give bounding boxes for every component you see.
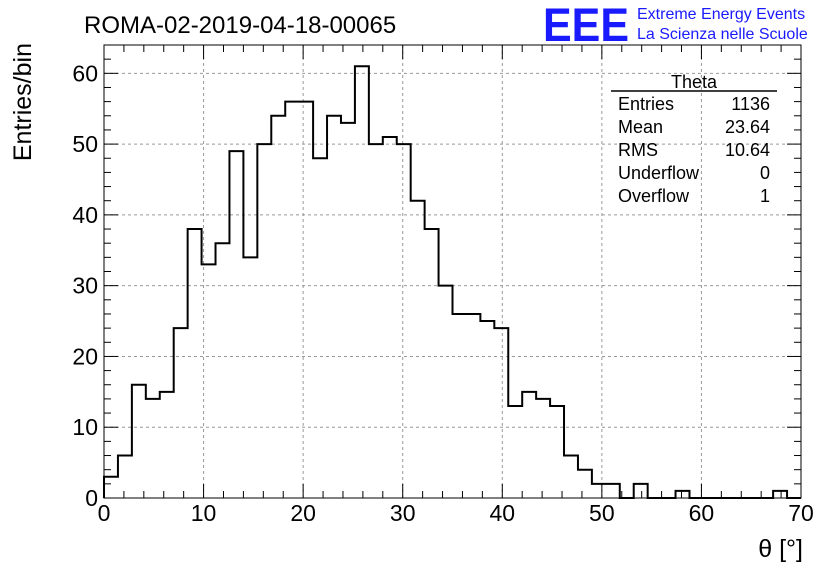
y-tick-label: 50	[72, 131, 98, 157]
y-tick-label: 20	[72, 343, 98, 369]
stats-row-value: 1136	[731, 94, 770, 114]
y-tick-label: 30	[72, 273, 98, 299]
x-tick-label: 30	[390, 500, 416, 526]
x-tick-label: 40	[489, 500, 515, 526]
grid-lines	[104, 45, 801, 498]
x-tick-label: 10	[191, 500, 217, 526]
y-tick-label: 60	[72, 60, 98, 86]
eee-logo-line2: La Scienza nelle Scuole	[637, 26, 808, 43]
x-tick-labels: 0 10 20 30 40 50 60 70	[98, 500, 814, 526]
x-tick-label: 60	[689, 500, 715, 526]
stats-box: Theta Entries 1136 Mean 23.64 RMS 10.64 Underf…	[611, 72, 777, 206]
stats-row-label: Underflow	[618, 163, 700, 183]
y-tick-label: 40	[72, 202, 98, 228]
y-tick-label: 10	[72, 414, 98, 440]
chart-title: ROMA-02-2019-04-18-00065	[84, 12, 396, 39]
stats-row-label: RMS	[618, 140, 658, 160]
x-tick-label: 0	[98, 500, 111, 526]
stats-title: Theta	[671, 72, 718, 92]
eee-logo-mark: EEE	[543, 0, 629, 51]
stats-row-value: 10.64	[725, 140, 770, 160]
axis-ticks	[103, 44, 802, 499]
x-tick-label: 20	[290, 500, 316, 526]
x-axis-label: θ [°]	[758, 535, 803, 563]
x-tick-label: 50	[589, 500, 615, 526]
y-tick-label: 0	[85, 485, 98, 511]
stats-row-label: Overflow	[618, 186, 690, 206]
plot-frame	[103, 44, 802, 499]
y-tick-labels: 0 10 20 30 40 50 60	[72, 60, 98, 511]
stats-row-value: 0	[760, 163, 770, 183]
histogram-line	[103, 65, 801, 499]
stats-row-value: 1	[760, 186, 770, 206]
eee-logo-line1: Extreme Energy Events	[637, 6, 805, 23]
x-tick-label: 70	[788, 500, 814, 526]
stats-row-label: Entries	[618, 94, 674, 114]
stats-row-value: 23.64	[725, 117, 770, 137]
y-axis-label: Entries/bin	[9, 43, 37, 161]
stats-row-label: Mean	[618, 117, 663, 137]
